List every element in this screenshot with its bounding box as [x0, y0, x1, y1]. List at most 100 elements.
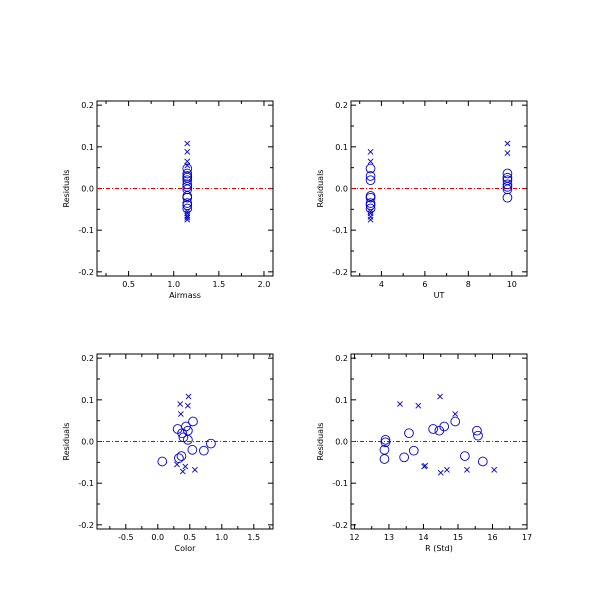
y-tick-label: 0.0 [81, 185, 94, 194]
data-point-x [452, 411, 459, 417]
data-point-x [177, 411, 184, 417]
data-point-x [437, 393, 443, 400]
data-point-x [184, 148, 191, 155]
x-tick-label: 17 [522, 533, 532, 542]
data-point-x [444, 466, 450, 473]
data-point-circle [174, 453, 184, 464]
data-point-x [182, 463, 189, 470]
data-point-circle [177, 428, 187, 439]
data-point-circle [182, 200, 193, 211]
data-point-x [367, 148, 374, 155]
data-point-circle [182, 184, 193, 195]
data-point-x [184, 402, 191, 409]
data-point-x [437, 469, 444, 476]
data-point-x [464, 466, 470, 473]
y-tick-label: -0.1 [332, 479, 348, 488]
data-point-x [184, 162, 191, 169]
x-tick-label: 10 [507, 280, 517, 289]
data-point-x [504, 150, 511, 157]
y-tick-label: 0.1 [335, 143, 348, 152]
data-point-x [504, 140, 511, 147]
x-tick-label: 14 [418, 533, 428, 542]
data-point-circle [365, 192, 376, 203]
y-axis-label: Residuals [316, 170, 325, 208]
x-tick-label: 1.5 [247, 533, 260, 542]
data-point-x [397, 401, 403, 407]
data-point-circle [187, 444, 198, 455]
data-point-circle [365, 200, 376, 211]
data-point-circle [502, 184, 513, 195]
data-point-circle [206, 438, 216, 449]
x-axis-label: Airmass [169, 291, 201, 300]
data-point-circle [473, 430, 483, 441]
data-point-circle [502, 168, 513, 179]
data-point-x [184, 158, 191, 165]
data-point-circle [408, 445, 419, 456]
scatter-panel-1: -0.2 -0.1 0.0 0.1 0.2 0.5 1.0 1.5 2.0 Airmass Resi… [62, 100, 274, 300]
y-tick-label: -0.2 [332, 521, 348, 530]
data-point-circle [188, 416, 198, 427]
data-point-circle [365, 163, 376, 174]
y-tick-label: -0.2 [332, 268, 348, 277]
scatter-panel-3: -0.2 -0.1 0.0 0.1 0.2 -0.5 0.0 0.5 1.0 1.5 Color Re… [62, 353, 274, 553]
data-point-circle [182, 168, 193, 179]
data-point-circle [157, 456, 168, 467]
y-tick-label: 0.2 [81, 101, 94, 110]
y-tick-label: -0.1 [78, 479, 94, 488]
x-tick-label: 12 [349, 533, 359, 542]
x-tick-label: 1.0 [167, 280, 180, 289]
data-point-circle [365, 175, 376, 186]
y-tick-label: -0.2 [78, 268, 94, 277]
data-point-circle [365, 203, 376, 214]
data-point-circle [502, 181, 513, 192]
data-point-circle [428, 424, 438, 434]
x-tick-label: 0.5 [183, 533, 196, 542]
x-tick-label: 4 [379, 280, 384, 289]
y-axis-label: Residuals [62, 170, 71, 208]
scatter-panel-2: -0.2 -0.1 0.0 0.1 0.2 4 6 8 10 UT Residuals [316, 100, 528, 300]
data-point-x [184, 214, 191, 221]
y-axis-label: Residuals [316, 423, 325, 461]
x-axis-label: Color [175, 544, 197, 553]
x-tick-label: 1.0 [215, 533, 228, 542]
data-point-circle [477, 456, 488, 467]
y-tick-label: 0.0 [81, 438, 94, 447]
y-tick-label: 0.1 [81, 143, 94, 152]
y-tick-label: 0.0 [335, 185, 348, 194]
data-point-x [184, 216, 191, 223]
data-point-x [184, 210, 191, 217]
y-axis-label: Residuals [62, 423, 71, 461]
x-tick-label: 0.0 [151, 533, 164, 542]
x-axis-label: R (Std) [425, 544, 453, 553]
data-point-circle [502, 192, 513, 203]
data-point-circle [404, 428, 414, 439]
data-point-circle [379, 454, 390, 464]
x-axis-label: UT [434, 291, 445, 300]
data-point-x [177, 401, 184, 407]
data-point-circle [450, 416, 461, 427]
data-point-circle [176, 451, 187, 461]
x-tick-label: 1.5 [212, 280, 225, 289]
x-tick-label: 16 [487, 533, 497, 542]
data-point-circle [365, 198, 376, 208]
y-tick-label: 0.2 [335, 354, 348, 363]
x-tick-label: 15 [453, 533, 463, 542]
data-point-x [179, 468, 186, 475]
data-point-x [184, 140, 191, 147]
y-tick-label: 0.2 [335, 101, 348, 110]
x-tick-label: 8 [466, 280, 471, 289]
data-point-circle [502, 179, 513, 190]
data-point-circle [472, 425, 482, 436]
data-point-x [185, 393, 192, 400]
data-point-x [421, 463, 428, 470]
y-tick-label: 0.1 [335, 396, 348, 405]
data-point-circle [182, 179, 193, 190]
data-point-circle [183, 434, 193, 445]
y-tick-label: 0.1 [81, 396, 94, 405]
data-point-circle [182, 192, 193, 203]
data-point-x [367, 216, 374, 223]
x-tick-label: -0.5 [118, 533, 134, 542]
data-point-x [192, 466, 198, 473]
